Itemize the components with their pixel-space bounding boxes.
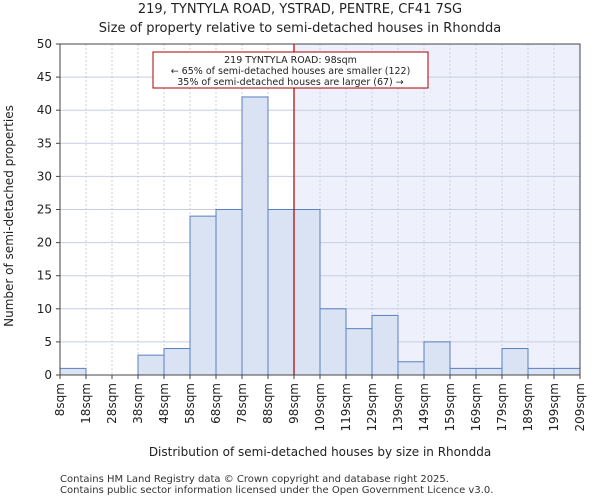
annotation-box bbox=[152, 51, 429, 89]
chart-title: 219, TYNTYLA ROAD, YSTRAD, PENTRE, CF41 … bbox=[137, 2, 463, 17]
y-tick-label: 45 bbox=[37, 70, 52, 84]
x-tick-label: 209sqm bbox=[573, 383, 587, 431]
y-tick-label: 5 bbox=[44, 335, 52, 349]
x-tick-label: 119sqm bbox=[339, 383, 353, 431]
bar bbox=[137, 354, 165, 376]
bar bbox=[371, 314, 399, 376]
x-tick-label: 38sqm bbox=[131, 383, 145, 424]
x-tick-label: 28sqm bbox=[105, 383, 119, 424]
bar bbox=[319, 308, 347, 376]
bar bbox=[267, 209, 295, 376]
bar bbox=[501, 348, 529, 376]
y-axis-label: Number of semi-detached properties bbox=[2, 105, 16, 327]
x-tick-label: 149sqm bbox=[417, 383, 431, 431]
bar bbox=[345, 328, 373, 376]
y-tick-label: 0 bbox=[44, 368, 52, 382]
bar bbox=[189, 215, 217, 376]
bar bbox=[475, 367, 503, 376]
x-tick-label: 58sqm bbox=[183, 383, 197, 424]
x-tick-label: 88sqm bbox=[261, 383, 275, 424]
bar bbox=[293, 209, 321, 376]
x-tick-label: 8sqm bbox=[53, 383, 67, 416]
y-tick-label: 20 bbox=[37, 236, 52, 250]
y-tick-label: 50 bbox=[37, 37, 52, 51]
y-tick-label: 10 bbox=[37, 302, 52, 316]
x-tick-label: 18sqm bbox=[79, 383, 93, 424]
x-tick-label: 189sqm bbox=[521, 383, 535, 431]
y-tick-label: 35 bbox=[37, 136, 52, 150]
bar bbox=[397, 361, 425, 376]
annotation-line: 219 TYNTYLA ROAD: 98sqm bbox=[224, 55, 357, 66]
y-tick-label: 40 bbox=[37, 103, 52, 117]
x-tick-label: 179sqm bbox=[495, 383, 509, 431]
annotation-line: ← 65% of semi-detached houses are smalle… bbox=[171, 66, 411, 77]
x-tick-label: 68sqm bbox=[209, 383, 223, 424]
annotation-line: 35% of semi-detached houses are larger (… bbox=[177, 77, 404, 88]
footer-copyright: Contains HM Land Registry data © Crown c… bbox=[60, 474, 449, 485]
x-tick-label: 169sqm bbox=[469, 383, 483, 431]
bar bbox=[59, 367, 87, 376]
bar bbox=[163, 348, 191, 376]
footer-licence: Contains public sector information licen… bbox=[60, 485, 494, 496]
x-tick-label: 78sqm bbox=[235, 383, 249, 424]
y-tick-label: 25 bbox=[37, 203, 52, 217]
x-axis-label: Distribution of semi-detached houses by … bbox=[149, 445, 491, 459]
bar bbox=[553, 367, 581, 376]
x-tick-label: 48sqm bbox=[157, 383, 171, 424]
x-tick-label: 199sqm bbox=[547, 383, 561, 431]
x-tick-label: 109sqm bbox=[313, 383, 327, 431]
bar bbox=[215, 209, 243, 376]
y-tick-label: 15 bbox=[37, 269, 52, 283]
x-tick-label: 139sqm bbox=[391, 383, 405, 431]
chart-subtitle: Size of property relative to semi-detach… bbox=[98, 21, 502, 36]
x-tick-label: 129sqm bbox=[365, 383, 379, 431]
bar bbox=[423, 341, 451, 376]
y-tick-label: 30 bbox=[37, 169, 52, 183]
bar bbox=[527, 367, 555, 376]
x-tick-label: 98sqm bbox=[287, 383, 301, 424]
bar bbox=[449, 367, 477, 376]
bar bbox=[241, 96, 269, 376]
x-tick-label: 159sqm bbox=[443, 383, 457, 431]
